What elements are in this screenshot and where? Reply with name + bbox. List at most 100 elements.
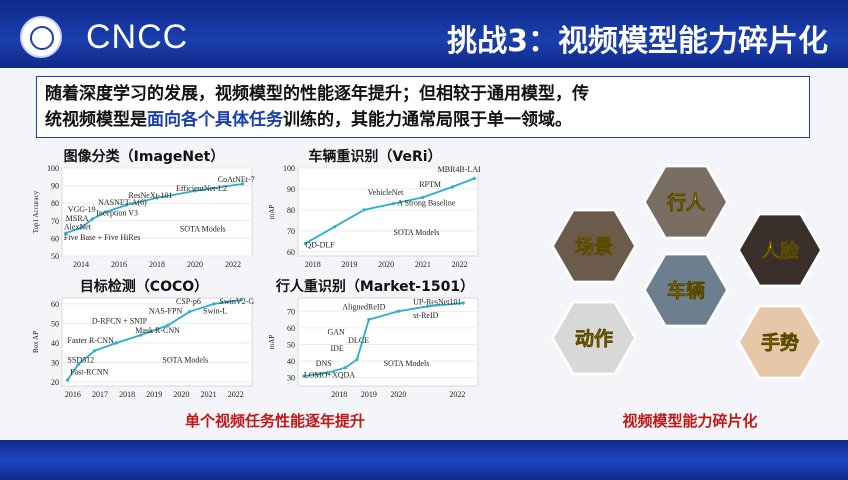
- data-point: [64, 231, 68, 235]
- data-point: [461, 301, 465, 305]
- annotation-label: SOTA Models: [162, 356, 208, 365]
- annotation-label: QD-DLF: [305, 241, 335, 250]
- x-tick-label: 2021: [415, 260, 431, 269]
- data-point: [367, 317, 371, 322]
- y-tick-label: 40: [287, 357, 295, 366]
- annotation-label: Inception V3: [96, 209, 138, 218]
- data-point: [90, 217, 94, 221]
- data-point: [325, 371, 330, 375]
- annotation-label: SOTA Models: [394, 228, 440, 237]
- series-line: [303, 302, 464, 377]
- hexagon-tile: [646, 255, 726, 325]
- annotation-label: Five Base + Five HiRes: [64, 233, 141, 242]
- chart-title: 目标检测（COCO）: [79, 279, 209, 295]
- hexagon-tile: [554, 303, 634, 373]
- annotation-label: GAN: [328, 328, 346, 337]
- y-tick-label: 100: [283, 164, 295, 173]
- annotation-label: st-ReID: [413, 311, 439, 320]
- x-tick-label: 2016: [111, 260, 127, 269]
- annotation-label: MSRA: [66, 214, 89, 223]
- annotation-label: Mask R-CNN: [135, 326, 180, 335]
- x-tick-label: 2018: [149, 260, 165, 269]
- data-point: [76, 362, 80, 367]
- summary-box: 随着深度学习的发展，视频模型的性能逐年提升；但相较于通用模型，传 统视频模型是面…: [36, 76, 810, 138]
- y-axis-label: Top1 Accuracy: [32, 190, 40, 233]
- x-tick-label: 2014: [73, 260, 89, 269]
- hexagon-tile: [740, 307, 820, 377]
- y-tick-label: 60: [51, 300, 59, 309]
- y-axis-label: mAP: [268, 205, 276, 220]
- data-point: [139, 333, 143, 337]
- y-tick-label: 20: [51, 378, 59, 387]
- x-tick-label: 2022: [225, 260, 241, 269]
- chart-title: 行人重识别（Market-1501）: [275, 279, 475, 295]
- annotation-label: SSD512: [67, 356, 94, 365]
- x-tick-label: 2020: [390, 390, 406, 399]
- plot-area: [61, 167, 253, 257]
- hexagon-tile: [740, 215, 820, 285]
- chart-imagenet: 图像分类（ImageNet） 50 60 70 80 90 100 2014 2016 2018…: [28, 146, 260, 274]
- series-line: [65, 182, 243, 234]
- summary-line-1: 随着深度学习的发展，视频模型的性能逐年提升；但相较于通用模型，传: [45, 84, 589, 104]
- annotation-label: A Strong Baseline: [397, 199, 456, 208]
- y-tick-label: 60: [51, 234, 59, 243]
- hexagon-cluster: 行人 场景 人脸 车辆 动作 手势: [536, 158, 836, 390]
- slide-title: 挑战3：视频模型能力碎片化: [447, 24, 828, 59]
- x-tick-label: 2019: [146, 390, 162, 399]
- annotation-label: UP-ResNet101: [413, 298, 461, 307]
- data-point: [155, 196, 159, 200]
- summary-highlight: 面向各个具体任务: [147, 110, 283, 130]
- x-tick-label: 2019: [361, 390, 377, 399]
- summary-suffix: 训练的，其能力通常局限于单一领域。: [283, 110, 572, 130]
- y-tick-label: 70: [51, 217, 59, 226]
- slide-footer: [0, 440, 848, 480]
- data-point: [65, 378, 70, 382]
- hexagon-tile: [646, 167, 726, 237]
- data-point: [92, 349, 97, 353]
- data-point: [355, 357, 359, 362]
- data-point: [79, 226, 83, 230]
- y-tick-label: 80: [51, 199, 59, 208]
- annotation-label: Swin-L: [203, 307, 227, 316]
- annotation-label: IDE: [330, 344, 343, 353]
- y-tick-label: 60: [287, 324, 295, 333]
- data-point: [187, 310, 192, 314]
- annotation-label: NAS-FPN: [149, 307, 183, 316]
- y-axis-label: Box AP: [32, 331, 40, 353]
- data-point: [343, 366, 347, 370]
- y-tick-label: 90: [51, 182, 59, 191]
- data-point: [104, 210, 108, 214]
- data-point: [240, 182, 245, 186]
- data-point: [166, 323, 170, 327]
- x-tick-label: 2018: [305, 260, 321, 269]
- annotation-label: DNS: [316, 359, 332, 368]
- cncc-logo: CNCC: [86, 18, 189, 56]
- data-point: [114, 341, 118, 345]
- annotation-label: NASNET-A(6): [98, 198, 147, 207]
- data-point: [362, 208, 366, 212]
- data-point: [239, 298, 243, 302]
- chart-veri: 车辆重识别（VeRi） 60 70 80 90 100 2018 2019 2020 2021 2…: [264, 146, 486, 274]
- annotation-label: AlexNet: [64, 223, 92, 232]
- y-tick-label: 70: [287, 307, 295, 316]
- x-tick-label: 2016: [65, 390, 81, 399]
- data-point: [391, 202, 396, 206]
- annotation-label: CSP-p6: [176, 297, 201, 306]
- annotation-label: CoAtNEt-7: [218, 175, 255, 184]
- data-point: [303, 241, 307, 246]
- plot-area: [61, 297, 253, 387]
- y-tick-label: 90: [287, 185, 295, 194]
- chart-title: 图像分类（ImageNet）: [63, 149, 225, 165]
- data-point: [212, 302, 216, 306]
- annotation-label: SOTA Models: [180, 224, 226, 233]
- chart-market1501: 行人重识别（Market-1501） 30 40 50 60 70 2018 2019 202…: [264, 276, 486, 404]
- annotation-label: MBR4B-LAI: [438, 165, 481, 174]
- y-tick-label: 50: [51, 252, 59, 261]
- y-tick-label: 70: [287, 227, 295, 236]
- hexagon-label: 人脸: [761, 239, 800, 262]
- data-point: [450, 185, 454, 189]
- chart-coco: 目标检测（COCO） 20 30 40 50 60 2016 2017 2018 2019 202…: [28, 276, 260, 404]
- data-point: [396, 309, 400, 313]
- x-tick-label: 2022: [452, 260, 468, 269]
- y-tick-label: 80: [287, 206, 295, 215]
